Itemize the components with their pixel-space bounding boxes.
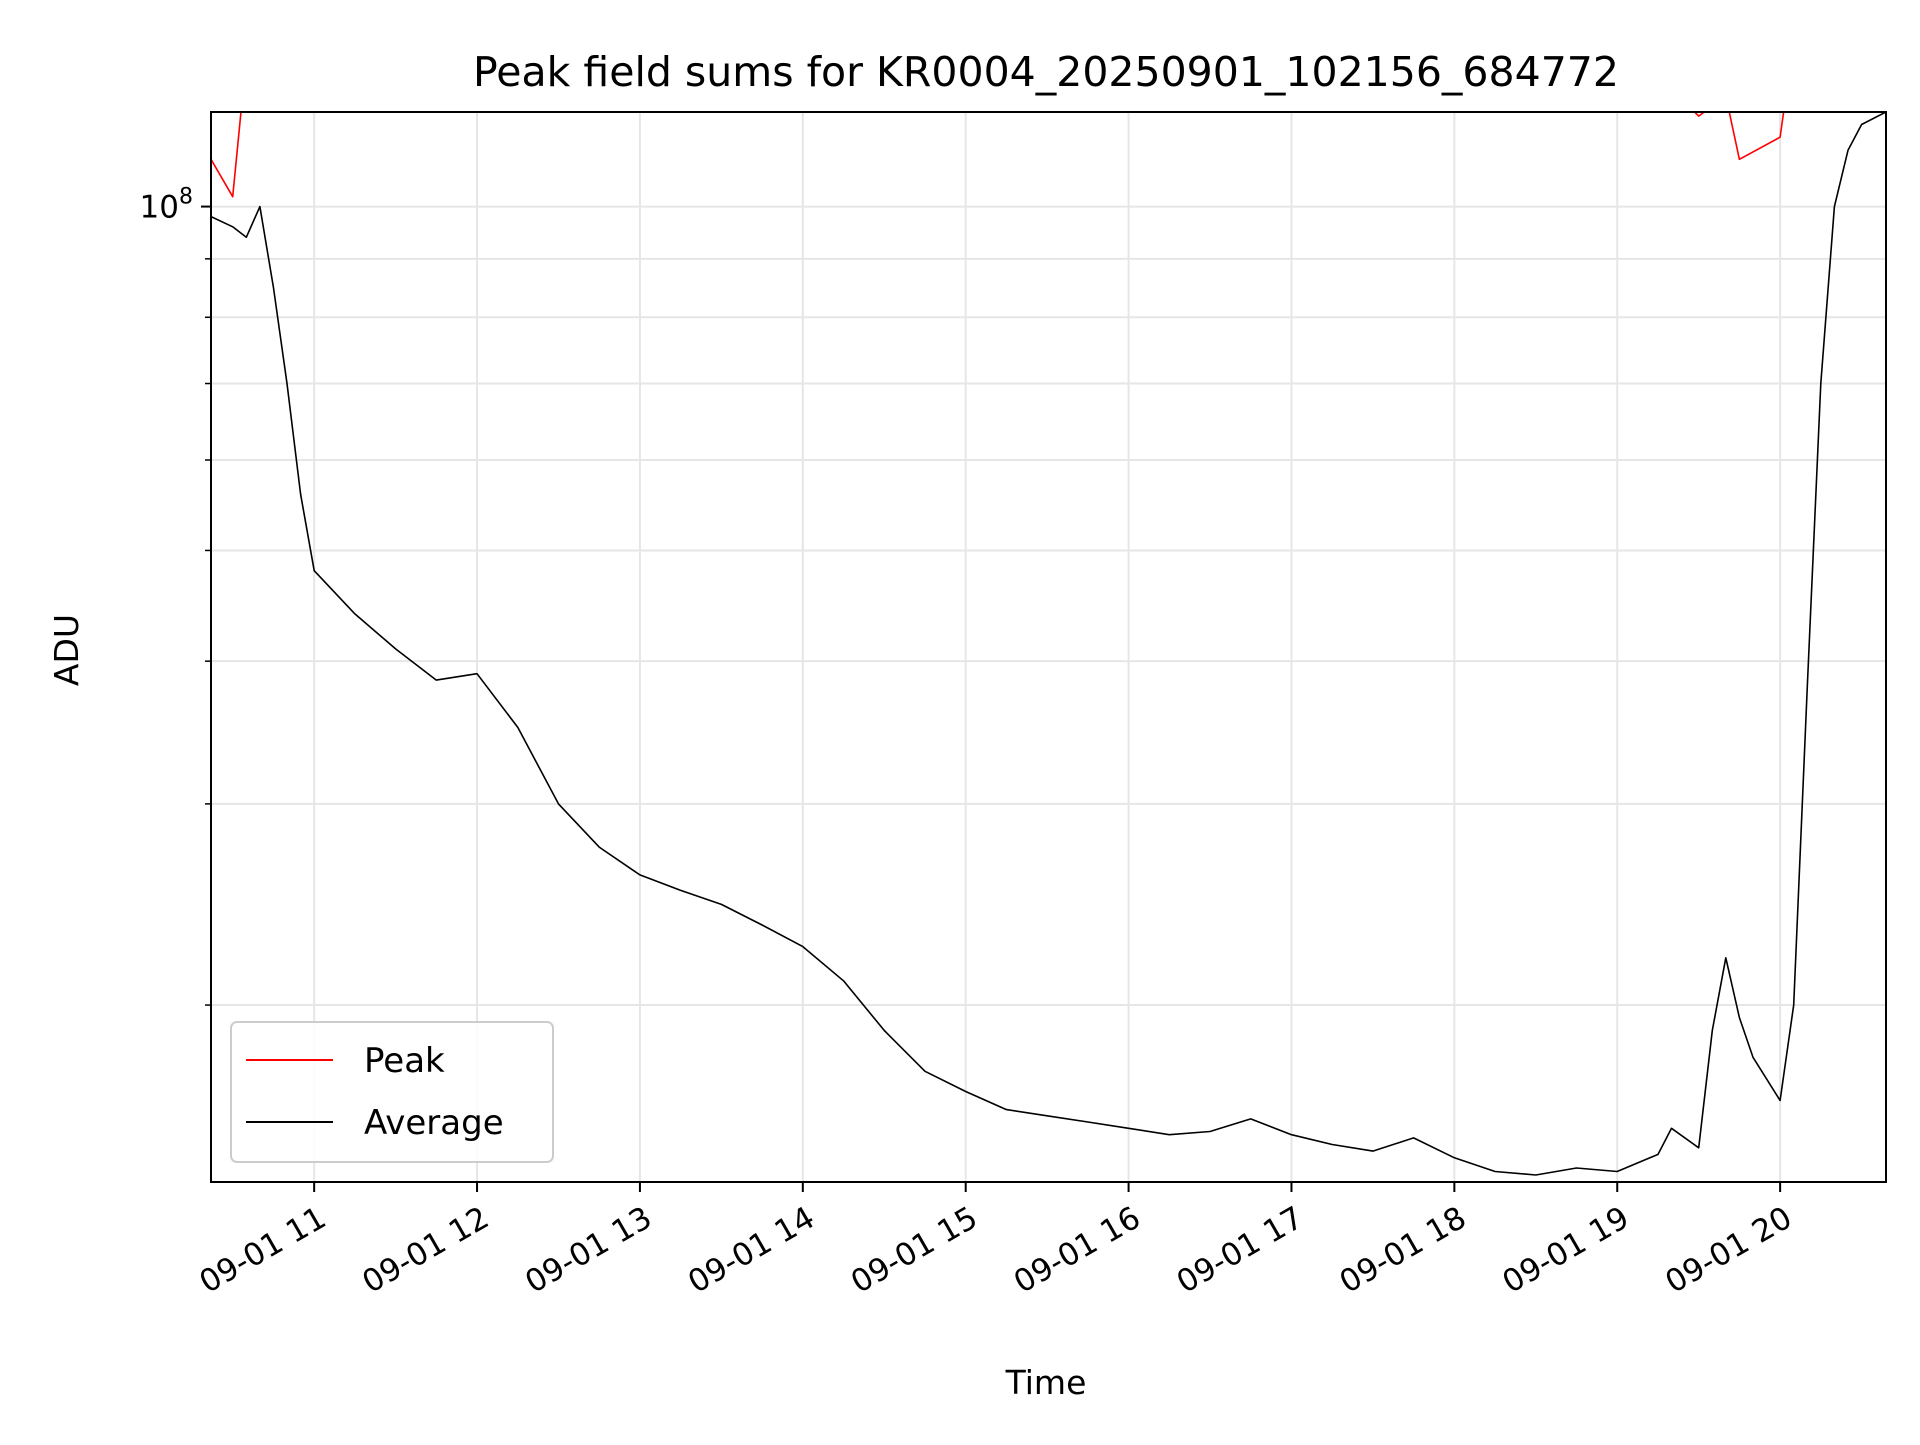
grid-lines — [211, 112, 1886, 1182]
legend: Peak Average — [230, 1021, 554, 1163]
average-series-line — [211, 112, 1886, 1176]
legend-label-peak: Peak — [364, 1041, 445, 1081]
legend-box — [230, 1021, 554, 1163]
y-axis-label: ADU — [47, 614, 86, 686]
series-lines — [211, 112, 1886, 1176]
x-axis-label: Time — [1005, 1363, 1087, 1402]
y-tick-label: 108 — [140, 185, 193, 226]
legend-label-average: Average — [364, 1103, 504, 1143]
plot-frame — [210, 111, 1887, 1183]
chart-title: Peak field sums for KR0004_20250901_1021… — [473, 48, 1619, 96]
y-tick-labels: 108 — [140, 185, 193, 226]
axis-ticks — [201, 205, 1782, 1192]
